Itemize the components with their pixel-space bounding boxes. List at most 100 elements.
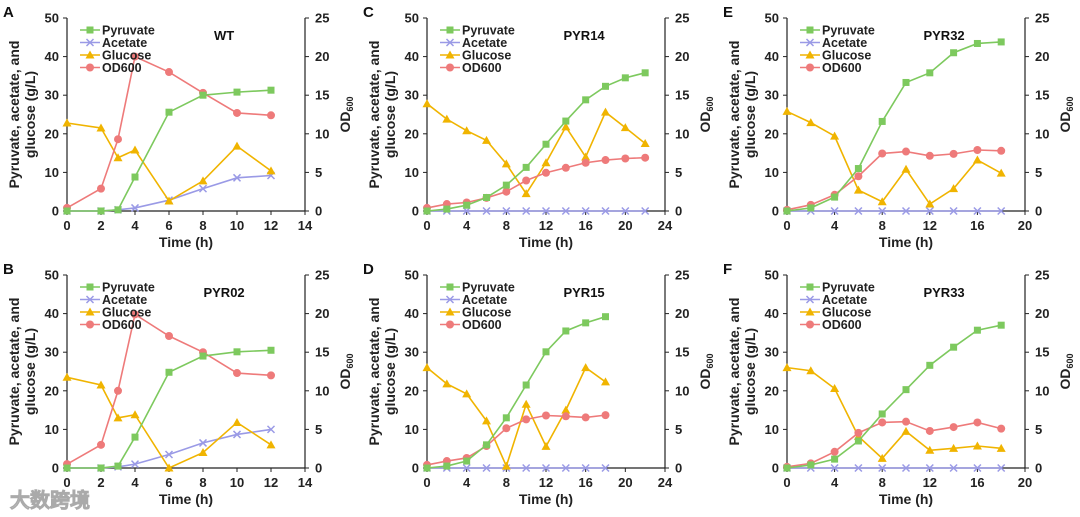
y2-tick-label: 5 bbox=[315, 165, 322, 180]
x-tick-label: 6 bbox=[165, 218, 172, 233]
data-point-pyruvate bbox=[997, 321, 1005, 329]
data-point-acetate bbox=[266, 425, 276, 434]
data-point-acetate bbox=[878, 463, 887, 473]
data-point-pyruvate bbox=[831, 455, 839, 463]
data-point-glucose bbox=[266, 440, 276, 449]
data-point-pyruvate bbox=[602, 313, 609, 321]
series-od600 bbox=[63, 52, 275, 212]
data-point-acetate bbox=[997, 463, 1006, 473]
data-point-pyruvate bbox=[267, 346, 275, 354]
series-line-pyruvate bbox=[67, 89, 272, 212]
data-point-pyruvate bbox=[63, 207, 71, 215]
y2-axis-label-sub: 600 bbox=[1065, 353, 1075, 368]
data-point-pyruvate bbox=[233, 348, 241, 356]
data-point-glucose bbox=[130, 410, 140, 419]
x-tick-label: 20 bbox=[1018, 218, 1032, 233]
y2-tick-label: 10 bbox=[1035, 126, 1049, 141]
data-point-glucose bbox=[422, 363, 432, 372]
y2-axis-label-main: OD bbox=[337, 369, 353, 390]
data-point-glucose bbox=[601, 377, 610, 386]
data-point-glucose bbox=[96, 380, 106, 389]
series-line-acetate bbox=[67, 428, 272, 469]
y-tick-label: 10 bbox=[405, 165, 419, 180]
legend-label-od600: OD600 bbox=[822, 318, 862, 332]
data-point-pyruvate bbox=[502, 414, 510, 422]
y2-tick-label: 5 bbox=[675, 165, 682, 180]
series-line-od600 bbox=[426, 156, 646, 209]
y-tick-label: 20 bbox=[45, 126, 59, 141]
legend-marker-od600 bbox=[806, 63, 814, 72]
y-axis-label-line1: Pyruvate, acetate, and bbox=[6, 41, 22, 189]
x-tick-label: 10 bbox=[230, 218, 244, 233]
y2-tick-label: 10 bbox=[315, 383, 329, 398]
panel-letter: C bbox=[363, 4, 374, 21]
y2-tick-label: 20 bbox=[675, 49, 689, 64]
data-point-acetate bbox=[901, 463, 911, 473]
data-point-pyruvate bbox=[997, 38, 1005, 46]
data-point-od600 bbox=[878, 418, 887, 427]
data-point-pyruvate bbox=[199, 91, 207, 99]
x-tick-label: 12 bbox=[264, 218, 278, 233]
data-point-pyruvate bbox=[950, 343, 958, 351]
x-tick-label: 16 bbox=[970, 218, 984, 233]
data-point-od600 bbox=[561, 412, 570, 421]
x-tick-label: 6 bbox=[165, 475, 172, 490]
data-point-od600 bbox=[131, 310, 139, 319]
data-point-acetate bbox=[854, 463, 863, 473]
data-point-od600 bbox=[902, 417, 910, 426]
data-point-od600 bbox=[854, 428, 863, 437]
y2-axis-label-main: OD bbox=[1057, 369, 1073, 390]
series-acetate bbox=[782, 463, 1006, 473]
y2-tick-label: 20 bbox=[675, 306, 689, 321]
y-tick-label: 50 bbox=[405, 11, 419, 26]
data-point-acetate bbox=[997, 206, 1006, 216]
data-point-pyruvate bbox=[63, 464, 71, 472]
legend-marker-glucose bbox=[805, 50, 815, 59]
x-tick-label: 2 bbox=[97, 475, 104, 490]
x-axis-label: Time (h) bbox=[879, 234, 933, 250]
y2-tick-label: 0 bbox=[675, 204, 682, 219]
data-point-glucose bbox=[949, 184, 959, 193]
series-acetate bbox=[782, 206, 1006, 216]
series-glucose bbox=[62, 118, 276, 205]
y2-axis-label-sub: 600 bbox=[345, 96, 355, 111]
y-tick-label: 50 bbox=[765, 11, 779, 26]
data-point-pyruvate bbox=[902, 386, 910, 394]
data-point-pyruvate bbox=[443, 462, 451, 470]
y2-tick-label: 15 bbox=[675, 345, 689, 360]
data-point-glucose bbox=[901, 426, 911, 435]
series-line-pyruvate bbox=[426, 315, 606, 469]
y-tick-label: 0 bbox=[412, 461, 419, 476]
x-tick-label: 8 bbox=[503, 218, 510, 233]
y2-tick-label: 15 bbox=[1035, 88, 1049, 103]
data-point-pyruvate bbox=[854, 165, 862, 173]
y-axis-label-line1: Pyruvate, acetate, and bbox=[366, 41, 382, 189]
legend-marker-glucose bbox=[445, 307, 455, 316]
series-line-od600 bbox=[66, 55, 272, 209]
x-tick-label: 0 bbox=[423, 218, 430, 233]
data-point-glucose bbox=[501, 461, 511, 470]
data-point-glucose bbox=[601, 107, 610, 116]
strain-label: PYR14 bbox=[563, 28, 605, 43]
panel-letter: F bbox=[723, 261, 732, 278]
y2-tick-label: 15 bbox=[315, 345, 329, 360]
y2-axis-label: OD600 bbox=[697, 96, 715, 132]
data-point-glucose bbox=[853, 185, 863, 194]
data-point-pyruvate bbox=[641, 69, 649, 77]
data-point-pyruvate bbox=[443, 205, 451, 213]
legend-label-acetate: Acetate bbox=[462, 36, 507, 50]
legend-label-glucose: Glucose bbox=[822, 306, 871, 320]
series-line-pyruvate bbox=[67, 349, 272, 469]
data-point-pyruvate bbox=[562, 327, 570, 335]
data-point-acetate bbox=[925, 463, 934, 473]
data-point-od600 bbox=[581, 158, 590, 167]
series-line-glucose bbox=[66, 376, 272, 470]
y-tick-label: 10 bbox=[45, 422, 59, 437]
data-point-pyruvate bbox=[233, 88, 241, 96]
data-point-acetate bbox=[522, 463, 531, 473]
data-point-od600 bbox=[522, 176, 531, 185]
y2-tick-label: 25 bbox=[315, 268, 329, 283]
data-point-od600 bbox=[997, 146, 1006, 155]
y-tick-label: 50 bbox=[45, 268, 59, 283]
